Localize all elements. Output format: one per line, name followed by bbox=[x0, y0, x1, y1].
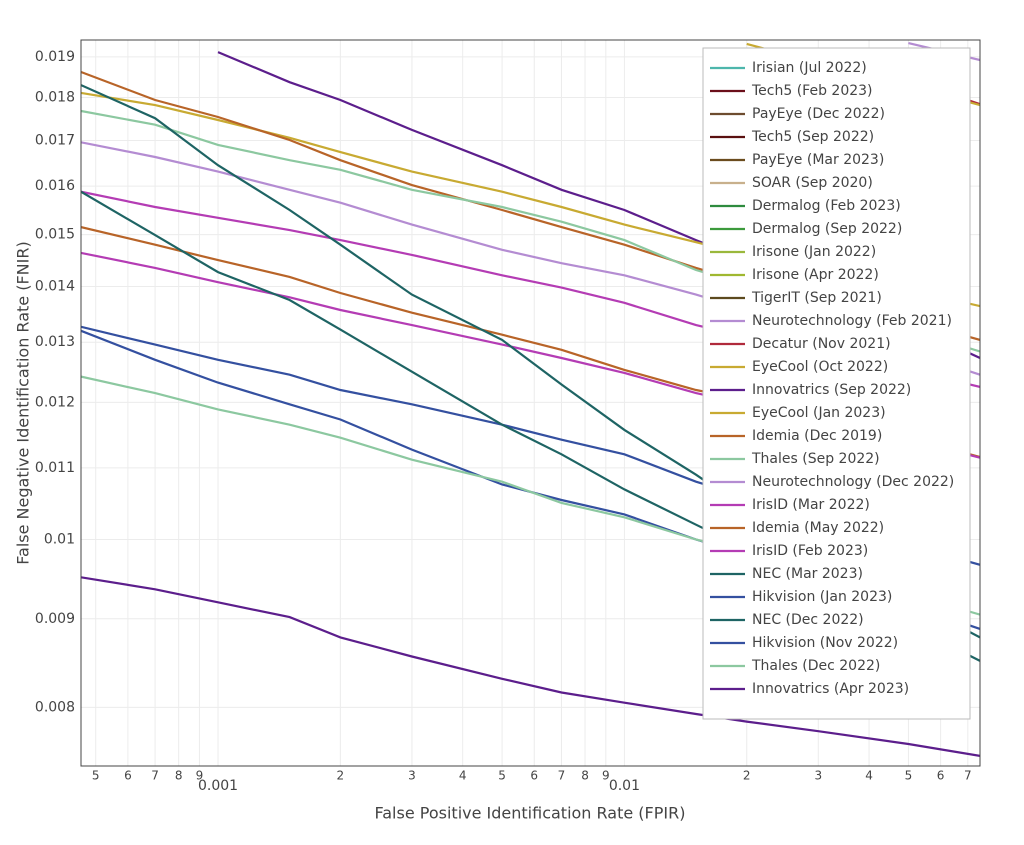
legend-label: Decatur (Nov 2021) bbox=[752, 336, 891, 352]
legend-item[interactable]: Irisone (Jan 2022) bbox=[710, 244, 876, 260]
y-tick-label: 0.016 bbox=[35, 178, 75, 194]
x-tick-label: 4 bbox=[459, 769, 467, 783]
series-line bbox=[81, 576, 980, 757]
legend-label: Dermalog (Sep 2022) bbox=[752, 221, 902, 237]
legend-item[interactable]: Irisone (Apr 2022) bbox=[710, 267, 879, 283]
legend-label: PayEye (Dec 2022) bbox=[752, 106, 885, 122]
x-tick-label: 2 bbox=[337, 769, 345, 783]
x-tick-label: 3 bbox=[814, 769, 822, 783]
legend-item[interactable]: Dermalog (Sep 2022) bbox=[710, 221, 902, 237]
legend-label: Hikvision (Jan 2023) bbox=[752, 589, 892, 605]
y-tick-label: 0.008 bbox=[35, 699, 75, 715]
legend-item[interactable]: Decatur (Nov 2021) bbox=[710, 336, 891, 352]
y-tick-label: 0.014 bbox=[35, 278, 75, 294]
legend-label: Irisian (Jul 2022) bbox=[752, 60, 867, 76]
legend-label: Innovatrics (Apr 2023) bbox=[752, 681, 909, 697]
legend: Irisian (Jul 2022) Tech5 (Feb 2023) PayEye… bbox=[702, 47, 971, 720]
legend-item[interactable]: SOAR (Sep 2020) bbox=[710, 175, 873, 191]
legend-item[interactable]: Thales (Dec 2022) bbox=[710, 658, 880, 674]
legend-label: PayEye (Mar 2023) bbox=[752, 152, 884, 168]
legend-item[interactable]: PayEye (Mar 2023) bbox=[710, 152, 884, 168]
legend-item[interactable]: Neurotechnology (Feb 2021) bbox=[710, 313, 952, 329]
legend-label: IrisID (Feb 2023) bbox=[752, 543, 868, 559]
legend-label: Thales (Sep 2022) bbox=[751, 451, 880, 467]
legend-item[interactable]: Tech5 (Feb 2023) bbox=[710, 83, 873, 99]
legend-label: Thales (Dec 2022) bbox=[751, 658, 880, 674]
x-tick-label: 8 bbox=[581, 769, 589, 783]
legend-label: NEC (Mar 2023) bbox=[752, 566, 863, 582]
legend-item[interactable]: NEC (Mar 2023) bbox=[710, 566, 863, 582]
legend-item[interactable]: Dermalog (Feb 2023) bbox=[710, 198, 901, 214]
y-axis-title: False Negative Identification Rate (FNIR… bbox=[14, 241, 33, 564]
legend-item[interactable]: Innovatrics (Apr 2023) bbox=[710, 681, 909, 697]
legend-item[interactable]: Neurotechnology (Dec 2022) bbox=[710, 474, 954, 490]
x-tick-label: 5 bbox=[498, 769, 506, 783]
x-tick-label: 0.01 bbox=[609, 778, 640, 794]
legend-label: Tech5 (Feb 2023) bbox=[751, 83, 873, 99]
x-tick-label: 4 bbox=[865, 769, 873, 783]
legend-item[interactable]: EyeCool (Jan 2023) bbox=[710, 405, 886, 421]
legend-label: Idemia (Dec 2019) bbox=[752, 428, 882, 444]
legend-label: Idemia (May 2022) bbox=[752, 520, 884, 536]
legend-box bbox=[702, 47, 971, 720]
legend-item[interactable]: IrisID (Feb 2023) bbox=[710, 543, 868, 559]
legend-label: IrisID (Mar 2022) bbox=[752, 497, 870, 513]
x-tick-label: 2 bbox=[743, 769, 751, 783]
y-tick-label: 0.019 bbox=[35, 49, 75, 65]
x-tick-label: 7 bbox=[151, 769, 159, 783]
ticks: 0.0080.0090.010.0110.0120.0130.0140.0150… bbox=[35, 49, 972, 794]
x-tick-label: 0.001 bbox=[198, 778, 238, 794]
y-tick-label: 0.018 bbox=[35, 89, 75, 105]
y-tick-label: 0.013 bbox=[35, 334, 75, 350]
legend-label: Irisone (Jan 2022) bbox=[752, 244, 876, 260]
legend-item[interactable]: Hikvision (Jan 2023) bbox=[710, 589, 892, 605]
legend-item[interactable]: EyeCool (Oct 2022) bbox=[710, 359, 888, 375]
x-axis-title: False Positive Identification Rate (FPIR… bbox=[375, 804, 686, 823]
legend-label: EyeCool (Oct 2022) bbox=[752, 359, 888, 375]
x-tick-label: 9 bbox=[602, 769, 610, 783]
x-tick-label: 5 bbox=[92, 769, 100, 783]
plot-frame bbox=[80, 39, 981, 767]
x-tick-label: 6 bbox=[530, 769, 538, 783]
y-tick-label: 0.01 bbox=[44, 532, 75, 548]
x-tick-label: 7 bbox=[964, 769, 972, 783]
legend-label: EyeCool (Jan 2023) bbox=[752, 405, 886, 421]
legend-label: Irisone (Apr 2022) bbox=[752, 267, 879, 283]
legend-item[interactable]: PayEye (Dec 2022) bbox=[710, 106, 885, 122]
legend-label: Neurotechnology (Dec 2022) bbox=[752, 474, 954, 490]
legend-label: SOAR (Sep 2020) bbox=[752, 175, 873, 191]
legend-label: Dermalog (Feb 2023) bbox=[752, 198, 901, 214]
legend-item[interactable]: Irisian (Jul 2022) bbox=[710, 60, 867, 76]
y-tick-label: 0.015 bbox=[35, 227, 75, 243]
legend-item[interactable]: Idemia (May 2022) bbox=[710, 520, 884, 536]
y-tick-label: 0.011 bbox=[35, 460, 75, 476]
x-tick-label: 9 bbox=[196, 769, 204, 783]
legend-label: Neurotechnology (Feb 2021) bbox=[752, 313, 952, 329]
legend-item[interactable]: Thales (Sep 2022) bbox=[710, 451, 880, 467]
legend-label: NEC (Dec 2022) bbox=[752, 612, 864, 628]
legend-label: TigerIT (Sep 2021) bbox=[751, 290, 882, 306]
legend-item[interactable]: Tech5 (Sep 2022) bbox=[710, 129, 874, 145]
x-tick-label: 8 bbox=[175, 769, 183, 783]
x-tick-label: 3 bbox=[408, 769, 416, 783]
legend-item[interactable]: NEC (Dec 2022) bbox=[710, 612, 864, 628]
legend-item[interactable]: IrisID (Mar 2022) bbox=[710, 497, 870, 513]
legend-label: Hikvision (Nov 2022) bbox=[752, 635, 898, 651]
legend-label: Innovatrics (Sep 2022) bbox=[752, 382, 911, 398]
x-tick-label: 6 bbox=[937, 769, 945, 783]
legend-item[interactable]: Hikvision (Nov 2022) bbox=[710, 635, 898, 651]
y-tick-label: 0.012 bbox=[35, 394, 75, 410]
legend-item[interactable]: TigerIT (Sep 2021) bbox=[710, 290, 882, 306]
legend-item[interactable]: Innovatrics (Sep 2022) bbox=[710, 382, 911, 398]
x-tick-label: 5 bbox=[905, 769, 913, 783]
legend-label: Tech5 (Sep 2022) bbox=[751, 129, 874, 145]
legend-item[interactable]: Idemia (Dec 2019) bbox=[710, 428, 882, 444]
x-tick-label: 7 bbox=[558, 769, 566, 783]
x-tick-label: 6 bbox=[124, 769, 132, 783]
y-tick-label: 0.009 bbox=[35, 611, 75, 627]
y-tick-label: 0.017 bbox=[35, 132, 75, 148]
